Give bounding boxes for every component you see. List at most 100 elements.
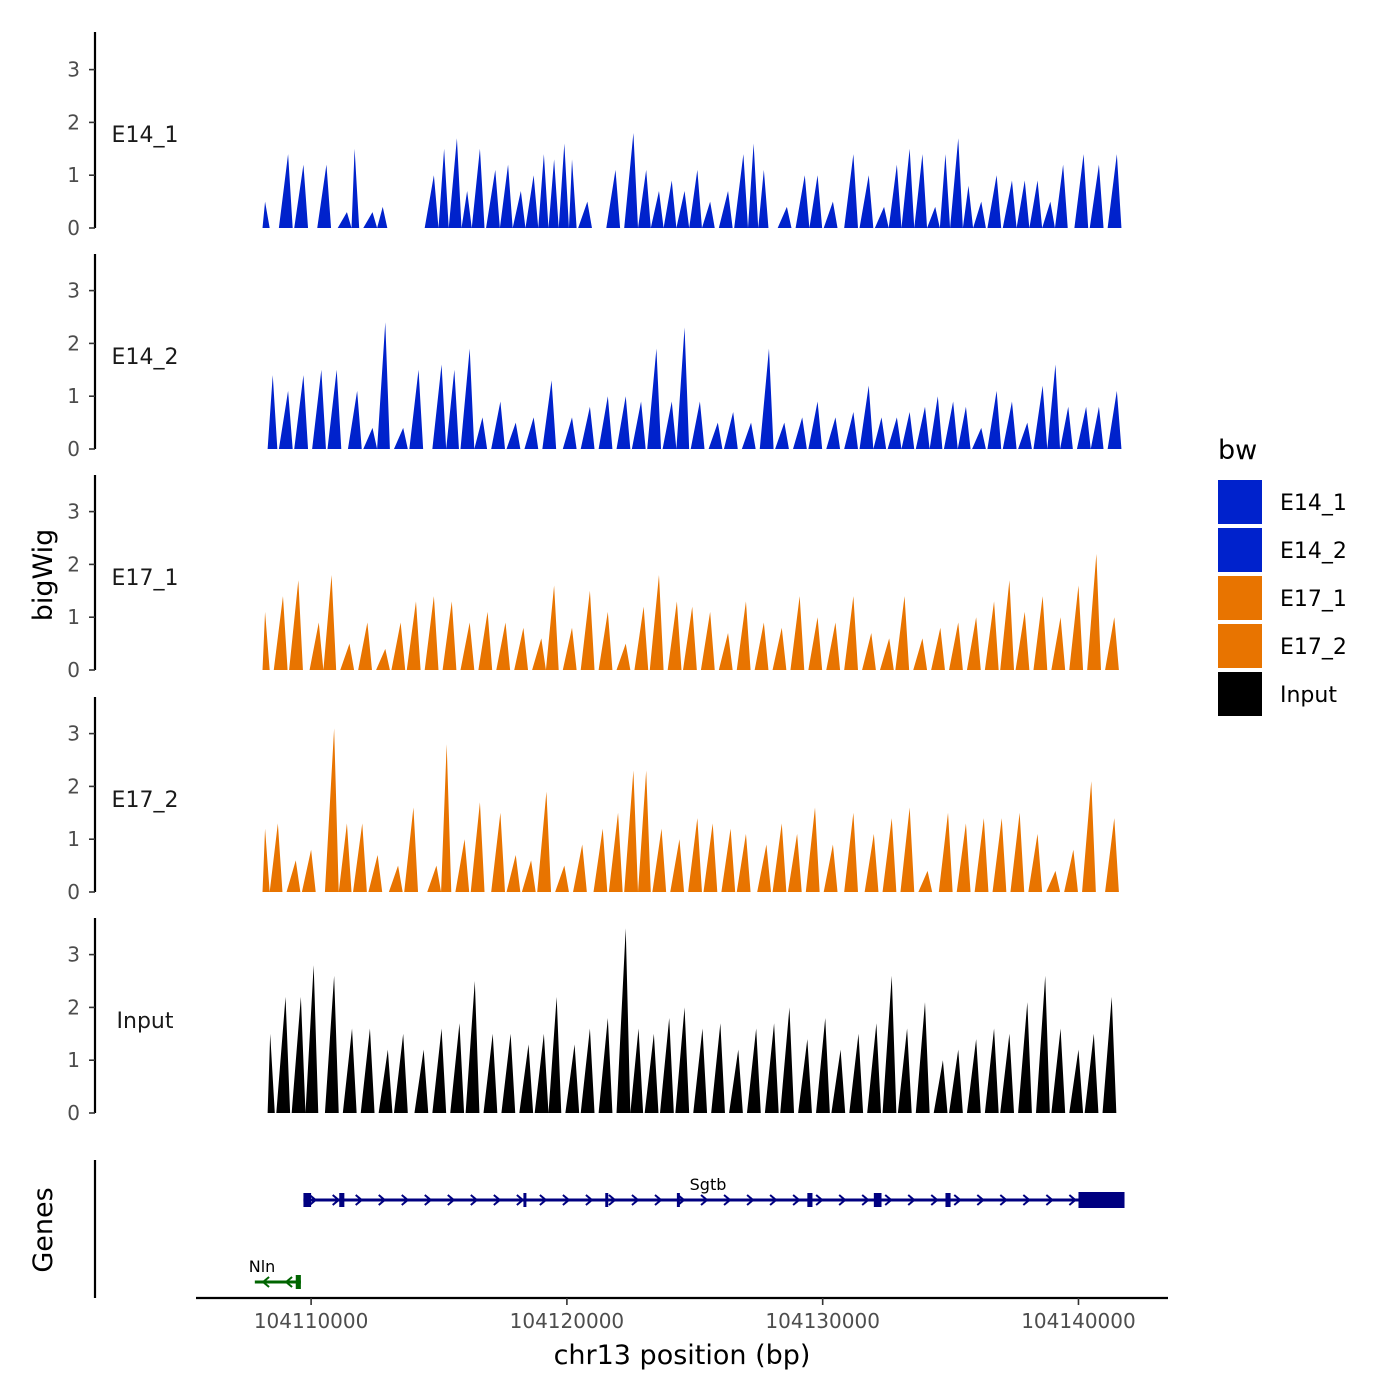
area-Input xyxy=(267,928,1125,1113)
y-tick-label: 1 xyxy=(67,384,80,408)
legend-title: bw xyxy=(1218,435,1257,466)
strand-arrow xyxy=(677,1194,686,1206)
y-tick-label: 3 xyxy=(67,58,80,82)
legend-swatch-Input xyxy=(1218,672,1262,716)
strand-arrow xyxy=(309,1194,318,1206)
exon-block xyxy=(945,1193,951,1207)
strand-arrow xyxy=(401,1194,410,1206)
gene-name-label: Sgtb xyxy=(690,1175,727,1194)
y-tick-label: 0 xyxy=(67,658,80,682)
strand-arrow xyxy=(261,1276,270,1288)
y-tick-label: 3 xyxy=(67,500,80,524)
legend-label-E14_1: E14_1 xyxy=(1280,491,1347,516)
area-E14_2 xyxy=(267,322,1125,449)
strand-arrow xyxy=(355,1194,364,1206)
strand-arrow xyxy=(976,1194,985,1206)
exon-block xyxy=(807,1193,813,1207)
track-E17_2: 0 1 2 3 E17_2 xyxy=(67,697,1125,904)
y-tick-label: 2 xyxy=(67,110,80,134)
strand-arrow xyxy=(424,1194,433,1206)
legend-swatch-E14_1 xyxy=(1218,480,1262,524)
exon-block xyxy=(303,1193,312,1207)
y-tick-label: 2 xyxy=(67,331,80,355)
strand-arrow xyxy=(884,1194,893,1206)
strand-arrow xyxy=(631,1194,640,1206)
strand-arrow xyxy=(493,1194,502,1206)
strand-arrow xyxy=(447,1194,456,1206)
exon-block xyxy=(1078,1192,1125,1208)
track-label: Input xyxy=(117,1009,174,1034)
y-tick-label: 3 xyxy=(67,279,80,303)
exon-block xyxy=(605,1193,609,1207)
y-tick-label: 3 xyxy=(67,943,80,967)
gene-name-label: Nln xyxy=(249,1257,276,1276)
strand-arrow xyxy=(999,1194,1008,1206)
x-tick-label: 104130000 xyxy=(765,1309,880,1333)
track-label: E14_1 xyxy=(112,123,179,148)
y-tick-label: 0 xyxy=(67,880,80,904)
legend: bw E14_1 E14_2 E17_1 E17_2 Input xyxy=(1218,435,1347,716)
y-tick-label: 1 xyxy=(67,827,80,851)
y-tick-label: 3 xyxy=(67,722,80,746)
track-label: E17_1 xyxy=(112,566,179,591)
exon-block xyxy=(676,1193,680,1207)
y-tick-label: 2 xyxy=(67,995,80,1019)
strand-arrow xyxy=(769,1194,778,1206)
y-tick-label: 0 xyxy=(67,1101,80,1125)
legend-swatch-E14_2 xyxy=(1218,528,1262,572)
track-E14_2: 0 1 2 3 E14_2 xyxy=(67,254,1125,461)
exon-block xyxy=(339,1193,345,1207)
x-axis: 104110000 104120000 104130000 104140000 xyxy=(196,1296,1168,1333)
legend-swatch-E17_2 xyxy=(1218,624,1262,668)
strand-arrow xyxy=(378,1194,387,1206)
strand-arrow xyxy=(332,1194,341,1206)
strand-arrow xyxy=(815,1194,824,1206)
strand-arrow xyxy=(792,1194,801,1206)
x-tick-label: 104120000 xyxy=(510,1309,625,1333)
area-E17_1 xyxy=(262,553,1125,670)
y-tick-label: 1 xyxy=(67,163,80,187)
strand-arrow xyxy=(608,1194,617,1206)
genes-axis-title: Genes xyxy=(28,1187,59,1272)
y-tick-label: 1 xyxy=(67,1048,80,1072)
legend-label-E14_2: E14_2 xyxy=(1280,539,1347,564)
strand-arrow xyxy=(516,1194,525,1206)
track-Input: 0 1 2 3 Input xyxy=(67,918,1125,1125)
area-E17_2 xyxy=(262,728,1125,892)
strand-arrow xyxy=(539,1194,548,1206)
y-tick-label: 2 xyxy=(67,774,80,798)
exon-block xyxy=(295,1275,301,1289)
strand-arrow xyxy=(1045,1194,1054,1206)
track-label: E17_2 xyxy=(112,788,179,813)
strand-arrow xyxy=(1068,1194,1077,1206)
strand-arrow xyxy=(654,1194,663,1206)
y-tick-label: 0 xyxy=(67,437,80,461)
y-tick-label: 2 xyxy=(67,552,80,576)
y-tick-label: 1 xyxy=(67,605,80,629)
legend-label-E17_1: E17_1 xyxy=(1280,587,1347,612)
strand-arrow xyxy=(723,1194,732,1206)
strand-arrow xyxy=(861,1194,870,1206)
gene-track: Sgtb Nln xyxy=(93,1160,1125,1298)
x-tick-label: 104110000 xyxy=(254,1309,369,1333)
gene-Sgtb: Sgtb xyxy=(303,1175,1125,1208)
strand-arrow xyxy=(907,1194,916,1206)
gene-Nln: Nln xyxy=(249,1257,301,1289)
legend-label-Input: Input xyxy=(1280,683,1337,708)
x-tick-label: 104140000 xyxy=(1021,1309,1136,1333)
x-axis-title: chr13 position (bp) xyxy=(554,1340,811,1371)
track-label: E14_2 xyxy=(112,345,179,370)
track-E17_1: 0 1 2 3 E17_1 xyxy=(67,475,1125,682)
legend-label-E17_2: E17_2 xyxy=(1280,635,1347,660)
strand-arrow xyxy=(700,1194,709,1206)
strand-arrow xyxy=(470,1194,479,1206)
y-tick-label: 0 xyxy=(67,216,80,240)
strand-arrow xyxy=(284,1276,293,1288)
legend-swatch-E17_1 xyxy=(1218,576,1262,620)
exon-block xyxy=(523,1193,527,1207)
strand-arrow xyxy=(953,1194,962,1206)
strand-arrow xyxy=(930,1194,939,1206)
exon-block xyxy=(873,1193,882,1207)
strand-arrow xyxy=(585,1194,594,1206)
